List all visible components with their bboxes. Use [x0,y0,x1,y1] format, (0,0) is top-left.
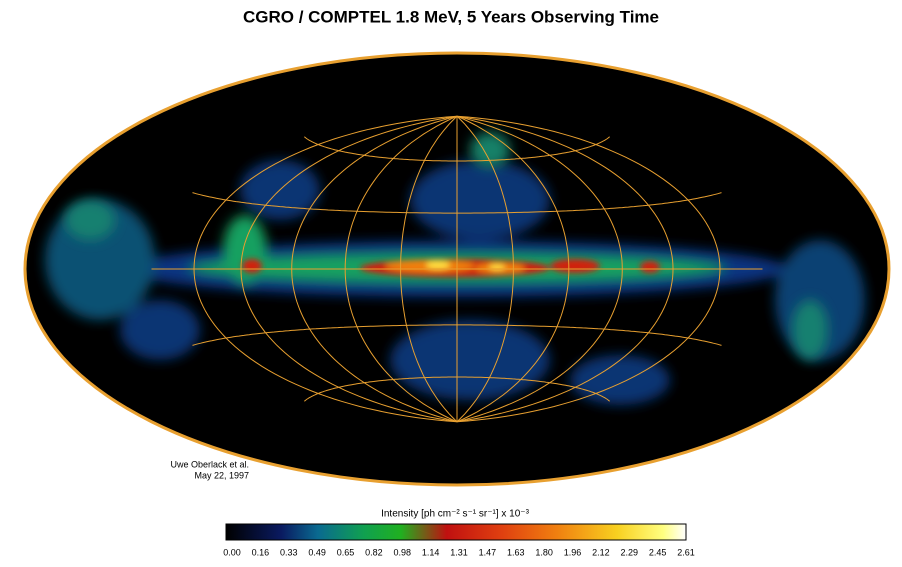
colorbar-tick-label: 1.31 [450,547,468,557]
page: CGRO / COMPTEL 1.8 MeV, 5 Years Observin… [0,0,902,567]
colorbar-tick-label: 1.96 [564,547,582,557]
colorbar-tick-label: 0.33 [280,547,298,557]
colorbar-tick-label: 0.16 [252,547,270,557]
title: CGRO / COMPTEL 1.8 MeV, 5 Years Observin… [243,7,659,26]
colorbar-tick-label: 0.98 [393,547,411,557]
colorbar-tick-label: 1.80 [535,547,553,557]
colorbar-tick-label: 1.63 [507,547,525,557]
colorbar-tick-label: 2.12 [592,547,610,557]
colorbar [226,524,686,540]
colorbar-tick-label: 1.47 [479,547,497,557]
colorbar-label: Intensity [ph cm⁻² s⁻¹ sr⁻¹] x 10⁻³ [381,509,529,520]
colorbar-ticks: 0.00 0.16 0.33 0.49 0.65 0.82 0.98 1.14 1.31 1.47… [223,547,695,557]
colorbar-tick-label: 0.65 [337,547,355,557]
credit-date: May 22, 1997 [194,470,249,480]
credit-author: Uwe Oberlack et al. [170,459,249,469]
colorbar-tick-label: 0.82 [365,547,383,557]
colorbar-tick-label: 0.49 [308,547,326,557]
colorbar-tick-label: 2.29 [620,547,638,557]
colorbar-tick-label: 2.45 [649,547,667,557]
colorbar-tick-label: 1.14 [422,547,440,557]
colorbar-tick-label: 0.00 [223,547,241,557]
colorbar-tick-label: 2.61 [677,547,695,557]
